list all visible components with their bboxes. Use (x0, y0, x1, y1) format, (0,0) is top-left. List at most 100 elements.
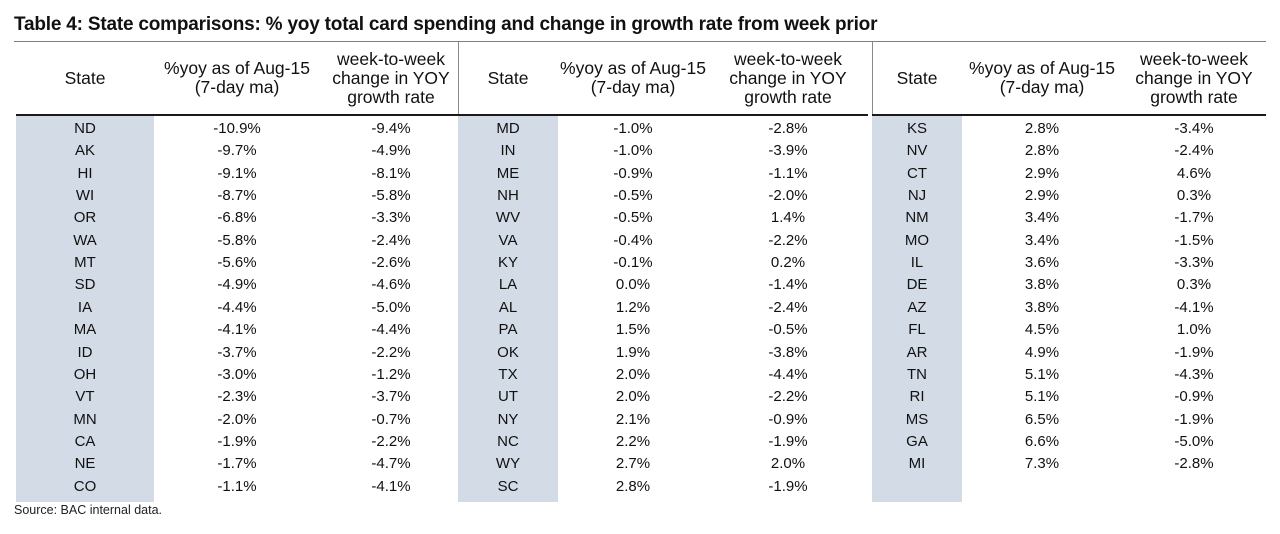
week-change-cell: -4.1% (1174, 298, 1214, 316)
week-change-cell: 0.2% (770, 254, 806, 272)
state-cell: LA (498, 276, 518, 294)
state-column-shading (872, 116, 962, 502)
week-change-cell: -1.4% (768, 276, 808, 294)
header-row: State %yoy as of Aug-15 (7-day ma) week-to… (458, 42, 868, 114)
table-row: NH -0.5% -2.0% (458, 185, 868, 207)
yoy-cell: 1.2% (615, 298, 651, 316)
table-row: NE -1.7% -4.7% (16, 453, 462, 475)
header-rule (16, 114, 462, 116)
week-change-cell: -2.2% (768, 231, 808, 249)
state-cell: HI (77, 164, 93, 182)
yoy-cell: 5.1% (1024, 365, 1060, 383)
yoy-cell: 2.2% (615, 432, 651, 450)
table-row: AZ 3.8% -4.1% (872, 297, 1266, 319)
state-cell: MN (73, 410, 97, 428)
header-rule (872, 114, 1266, 116)
table-row: ID -3.7% -2.2% (16, 342, 462, 364)
table-row: OK 1.9% -3.8% (458, 342, 868, 364)
table-row: PA 1.5% -0.5% (458, 319, 868, 341)
week-change-cell: 4.6% (1176, 164, 1212, 182)
yoy-cell: 2.9% (1024, 164, 1060, 182)
table-row: MS 6.5% -1.9% (872, 409, 1266, 431)
table-row: LA 0.0% -1.4% (458, 274, 868, 296)
state-cell: AR (906, 343, 928, 361)
state-cell: CO (73, 477, 97, 495)
yoy-cell: -0.1% (613, 254, 653, 272)
yoy-cell: -3.7% (217, 343, 257, 361)
state-cell: TX (498, 365, 518, 383)
week-change-cell: -1.2% (371, 365, 411, 383)
state-cell: NJ (907, 187, 927, 205)
yoy-cell: 7.3% (1024, 455, 1060, 473)
state-cell: WI (75, 187, 95, 205)
state-cell: MA (73, 321, 97, 339)
state-cell: DE (906, 276, 928, 294)
table-row: ME -0.9% -1.1% (458, 163, 868, 185)
state-cell: MO (904, 231, 930, 249)
week-change-cell: -1.1% (768, 164, 808, 182)
table-row: MD -1.0% -2.8% (458, 118, 868, 140)
table-row: SC 2.8% -1.9% (458, 476, 868, 498)
week-change-cell: -5.8% (371, 187, 411, 205)
state-cell: NE (74, 455, 96, 473)
week-change-cell: -3.7% (371, 388, 411, 406)
state-cell: UT (498, 388, 518, 406)
yoy-cell: 2.0% (615, 388, 651, 406)
yoy-cell: 6.6% (1024, 432, 1060, 450)
week-change-cell: -0.9% (768, 410, 808, 428)
yoy-cell: -0.5% (613, 209, 653, 227)
state-cell: PA (498, 321, 518, 339)
state-cell: WY (495, 455, 521, 473)
state-cell: SC (497, 477, 519, 495)
yoy-cell: 2.0% (615, 365, 651, 383)
table-row: MI 7.3% -2.8% (872, 453, 1266, 475)
yoy-cell: -4.4% (217, 298, 257, 316)
panel-separator-2 (872, 42, 873, 114)
yoy-cell: -4.9% (217, 276, 257, 294)
yoy-cell: -8.7% (217, 187, 257, 205)
week-change-cell: 0.3% (1176, 276, 1212, 294)
week-change-cell: -2.0% (768, 187, 808, 205)
table-row: SD -4.9% -4.6% (16, 274, 462, 296)
yoy-cell: -1.1% (217, 477, 257, 495)
yoy-cell: -1.7% (217, 455, 257, 473)
week-change-cell: -9.4% (371, 120, 411, 137)
table-row: VA -0.4% -2.2% (458, 230, 868, 252)
table-row: IL 3.6% -3.3% (872, 252, 1266, 274)
yoy-cell: 4.5% (1024, 321, 1060, 339)
week-change-cell: -4.3% (1174, 365, 1214, 383)
week-change-cell: -4.9% (371, 142, 411, 160)
week-change-cell: -2.2% (371, 343, 411, 361)
table-row: ND -10.9% -9.4% (16, 118, 462, 140)
state-cell: IN (500, 142, 516, 160)
table-row: NY 2.1% -0.9% (458, 409, 868, 431)
table-row: GA 6.6% -5.0% (872, 431, 1266, 453)
yoy-cell: -5.6% (217, 254, 257, 272)
yoy-cell: 6.5% (1024, 410, 1060, 428)
state-column-header: State (487, 67, 529, 88)
yoy-cell: 2.1% (615, 410, 651, 428)
yoy-cell: 2.8% (615, 477, 651, 495)
state-cell: NM (905, 209, 929, 227)
table-row: TN 5.1% -4.3% (872, 364, 1266, 386)
title-rule (14, 41, 1266, 42)
state-cell: MI (908, 455, 926, 473)
table-row: NC 2.2% -1.9% (458, 431, 868, 453)
week-change-cell: -1.7% (1174, 209, 1214, 227)
yoy-cell: 2.8% (1024, 120, 1060, 137)
table-row: WI -8.7% -5.8% (16, 185, 462, 207)
table-row: IN -1.0% -3.9% (458, 140, 868, 162)
yoy-cell: -4.1% (217, 321, 257, 339)
yoy-cell: -0.9% (613, 164, 653, 182)
header-rule (458, 114, 868, 116)
yoy-cell: -10.9% (213, 120, 261, 137)
state-column-shading (16, 116, 154, 502)
table-row: WY 2.7% 2.0% (458, 453, 868, 475)
table-row: KY -0.1% 0.2% (458, 252, 868, 274)
yoy-cell: 3.4% (1024, 231, 1060, 249)
yoy-cell: 2.9% (1024, 187, 1060, 205)
week-change-cell: -1.9% (768, 432, 808, 450)
table-row: UT 2.0% -2.2% (458, 386, 868, 408)
week-change-cell: -4.4% (768, 365, 808, 383)
table-title: Table 4: State comparisons: % yoy total … (14, 14, 878, 35)
